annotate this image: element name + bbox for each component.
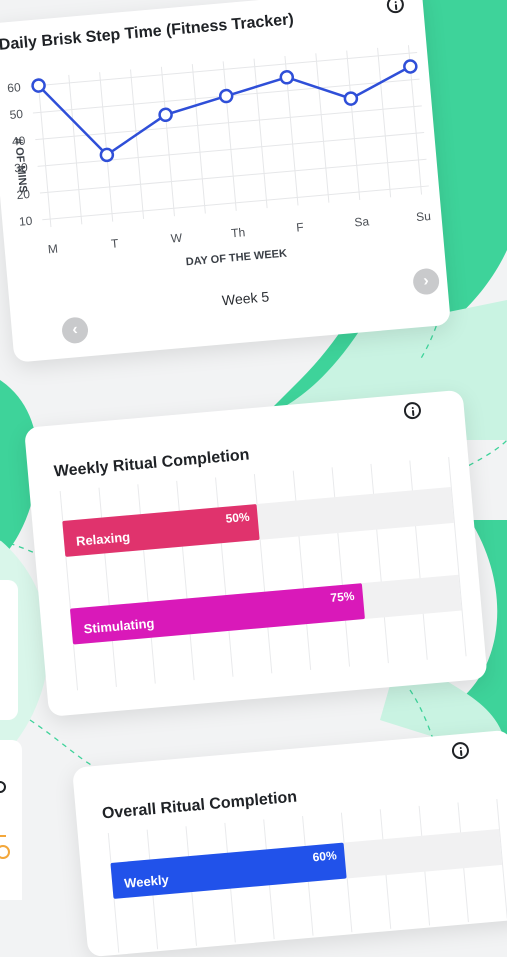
bar-label: Stimulating bbox=[83, 615, 155, 637]
overall-ritual-card: Overall Ritual Completion Weekly 60% bbox=[72, 729, 507, 957]
x-tick-label: Su bbox=[416, 209, 432, 224]
x-axis-label: DAY OF THE WEEK bbox=[185, 248, 287, 269]
grid-line-vertical bbox=[160, 66, 175, 217]
step-time-line-chart: 10 20 30 40 50 60 M T W Th F Sa Su # OF MINS DAY OF… bbox=[7, 45, 431, 269]
y-axis-label: # OF MINS bbox=[12, 138, 29, 194]
bar-value-label: 50% bbox=[225, 509, 251, 526]
grid-line-vertical bbox=[253, 58, 268, 209]
grid-line-vertical bbox=[377, 47, 392, 198]
x-tick-label: Th bbox=[231, 225, 246, 240]
bar-track-stimulating: Stimulating 75% bbox=[69, 574, 462, 645]
y-tick-label: 10 bbox=[18, 214, 33, 229]
next-week-button[interactable]: › bbox=[412, 267, 441, 296]
grid-line-vertical bbox=[346, 50, 361, 201]
weekly-ritual-bars: Relaxing 50% Stimulating 75% bbox=[59, 457, 467, 691]
week-label: Week 5 bbox=[221, 288, 270, 309]
dashed-curve-mid bbox=[459, 439, 507, 471]
line-chart-y-ticks: 10 20 30 40 50 60 bbox=[7, 80, 34, 229]
bar-label: Relaxing bbox=[75, 529, 131, 549]
weekly-ritual-card: Weekly Ritual Completion Relaxing 50% St… bbox=[24, 389, 488, 717]
chevron-left-icon: ‹ bbox=[71, 321, 79, 339]
dashed-curve-bottom bbox=[29, 719, 101, 771]
grid-line-horizontal bbox=[42, 185, 429, 221]
y-tick-label: 40 bbox=[11, 134, 26, 149]
grid-line-horizontal bbox=[35, 105, 422, 141]
bar-weekly: Weekly 60% bbox=[110, 842, 347, 899]
grid-line-vertical bbox=[37, 77, 52, 228]
x-tick-label: T bbox=[110, 236, 119, 251]
bar-value-label: 75% bbox=[329, 588, 355, 605]
chevron-right-icon: › bbox=[422, 272, 430, 290]
bar-value-label: 60% bbox=[312, 848, 338, 865]
grid-line-horizontal bbox=[30, 51, 418, 87]
info-icon[interactable] bbox=[403, 401, 422, 420]
y-tick-label: 20 bbox=[16, 187, 31, 202]
overall-ritual-bars: Weekly 60% bbox=[107, 799, 507, 953]
bar-relaxing: Relaxing 50% bbox=[62, 504, 260, 557]
grid-line-horizontal bbox=[37, 132, 425, 167]
bar-label: Weekly bbox=[123, 872, 170, 891]
grid-line-vertical bbox=[191, 64, 206, 214]
line-chart-x-ticks: M T W Th F Sa Su bbox=[47, 209, 431, 256]
grid-line-vertical bbox=[222, 61, 237, 211]
grid-line-vertical bbox=[99, 72, 114, 222]
x-tick-label: W bbox=[170, 231, 183, 246]
bar-stimulating: Stimulating 75% bbox=[69, 583, 365, 645]
grid-line-vertical bbox=[315, 53, 330, 203]
line-point bbox=[343, 91, 359, 106]
line-point bbox=[158, 107, 173, 123]
partial-card-left bbox=[0, 580, 18, 720]
partial-orange-marker bbox=[0, 845, 10, 859]
step-time-card: Daily Brisk Step Time (Fitness Tracker) … bbox=[0, 0, 451, 363]
line-point bbox=[99, 147, 115, 163]
bar-track-weekly: Weekly 60% bbox=[110, 829, 503, 899]
grid-line-horizontal bbox=[39, 158, 427, 194]
x-tick-label: F bbox=[296, 220, 305, 235]
green-blob-right bbox=[420, 520, 507, 740]
prev-week-button[interactable]: ‹ bbox=[60, 316, 90, 345]
grid-line-vertical bbox=[68, 74, 83, 225]
partial-card-left-bottom bbox=[0, 740, 22, 900]
partial-orange-dash bbox=[0, 835, 6, 837]
bar-track-relaxing: Relaxing 50% bbox=[62, 487, 454, 557]
info-icon[interactable] bbox=[386, 0, 405, 14]
x-tick-label: M bbox=[47, 242, 58, 257]
line-point bbox=[403, 59, 418, 74]
line-point bbox=[31, 78, 46, 93]
y-tick-label: 60 bbox=[7, 80, 22, 95]
line-point bbox=[218, 88, 234, 104]
y-tick-label: 50 bbox=[9, 107, 24, 122]
info-icon[interactable] bbox=[451, 741, 470, 760]
x-tick-label: Sa bbox=[354, 214, 370, 229]
line-chart-points bbox=[31, 59, 418, 163]
line-point bbox=[279, 70, 295, 85]
y-tick-label: 30 bbox=[14, 160, 29, 175]
green-blob-left bbox=[0, 380, 38, 560]
partial-dark-marker bbox=[0, 781, 6, 793]
grid-line-vertical bbox=[130, 69, 145, 219]
